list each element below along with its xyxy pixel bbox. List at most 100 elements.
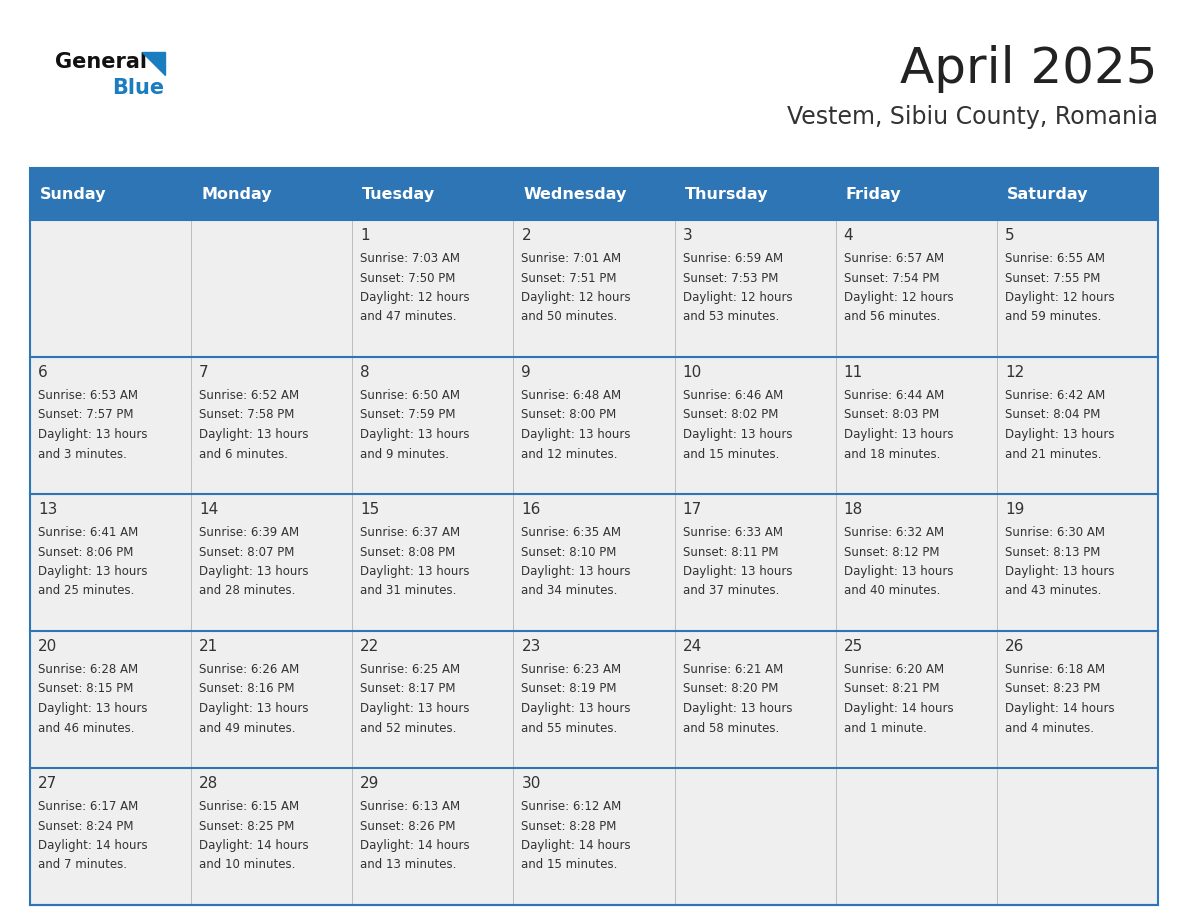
Text: 11: 11 [843,365,862,380]
Text: Sunset: 7:57 PM: Sunset: 7:57 PM [38,409,133,421]
Text: Sunset: 7:59 PM: Sunset: 7:59 PM [360,409,456,421]
Text: Daylight: 13 hours: Daylight: 13 hours [200,565,309,578]
Text: Sunrise: 6:52 AM: Sunrise: 6:52 AM [200,389,299,402]
Text: Daylight: 13 hours: Daylight: 13 hours [360,565,469,578]
Text: Daylight: 14 hours: Daylight: 14 hours [1005,702,1114,715]
Text: Sunrise: 6:55 AM: Sunrise: 6:55 AM [1005,252,1105,265]
Text: Sunset: 8:04 PM: Sunset: 8:04 PM [1005,409,1100,421]
Bar [30,494,1158,631]
Text: Sunset: 8:28 PM: Sunset: 8:28 PM [522,820,617,833]
Text: 9: 9 [522,365,531,380]
Text: and 52 minutes.: and 52 minutes. [360,722,456,734]
Bar [30,168,1158,220]
Text: April 2025: April 2025 [901,45,1158,93]
Text: Sunset: 8:26 PM: Sunset: 8:26 PM [360,820,456,833]
Text: Daylight: 12 hours: Daylight: 12 hours [522,291,631,304]
Text: and 6 minutes.: and 6 minutes. [200,447,289,461]
Text: Daylight: 13 hours: Daylight: 13 hours [522,702,631,715]
Text: Blue: Blue [112,78,164,98]
Text: Daylight: 12 hours: Daylight: 12 hours [683,291,792,304]
Text: Sunset: 7:55 PM: Sunset: 7:55 PM [1005,272,1100,285]
Text: Sunset: 7:53 PM: Sunset: 7:53 PM [683,272,778,285]
Text: Sunrise: 6:32 AM: Sunrise: 6:32 AM [843,526,943,539]
Text: Sunset: 8:21 PM: Sunset: 8:21 PM [843,682,940,696]
Text: and 34 minutes.: and 34 minutes. [522,585,618,598]
Text: 22: 22 [360,639,379,654]
Text: Daylight: 13 hours: Daylight: 13 hours [683,702,792,715]
Text: 8: 8 [360,365,369,380]
Text: Daylight: 12 hours: Daylight: 12 hours [843,291,953,304]
Text: Daylight: 13 hours: Daylight: 13 hours [683,565,792,578]
Text: Sunrise: 6:53 AM: Sunrise: 6:53 AM [38,389,138,402]
Text: and 10 minutes.: and 10 minutes. [200,858,296,871]
Text: Sunrise: 6:13 AM: Sunrise: 6:13 AM [360,800,461,813]
Text: Sunrise: 6:20 AM: Sunrise: 6:20 AM [843,663,943,676]
Text: and 49 minutes.: and 49 minutes. [200,722,296,734]
Text: and 28 minutes.: and 28 minutes. [200,585,296,598]
Text: Sunrise: 6:26 AM: Sunrise: 6:26 AM [200,663,299,676]
Text: and 47 minutes.: and 47 minutes. [360,310,456,323]
Text: Sunrise: 7:01 AM: Sunrise: 7:01 AM [522,252,621,265]
Text: Daylight: 13 hours: Daylight: 13 hours [38,702,147,715]
Text: Daylight: 13 hours: Daylight: 13 hours [38,565,147,578]
Text: 4: 4 [843,228,853,243]
Text: and 1 minute.: and 1 minute. [843,722,927,734]
Text: Daylight: 14 hours: Daylight: 14 hours [38,839,147,852]
Text: Sunset: 8:16 PM: Sunset: 8:16 PM [200,682,295,696]
Text: Sunset: 8:07 PM: Sunset: 8:07 PM [200,545,295,558]
Text: and 37 minutes.: and 37 minutes. [683,585,779,598]
Text: 3: 3 [683,228,693,243]
Text: Sunrise: 6:15 AM: Sunrise: 6:15 AM [200,800,299,813]
Text: Sunset: 8:08 PM: Sunset: 8:08 PM [360,545,455,558]
Text: Sunrise: 6:25 AM: Sunrise: 6:25 AM [360,663,461,676]
Text: Sunset: 8:02 PM: Sunset: 8:02 PM [683,409,778,421]
Text: Sunset: 8:19 PM: Sunset: 8:19 PM [522,682,617,696]
Text: Sunrise: 6:44 AM: Sunrise: 6:44 AM [843,389,944,402]
Text: Sunset: 8:23 PM: Sunset: 8:23 PM [1005,682,1100,696]
Text: 18: 18 [843,502,862,517]
Text: and 15 minutes.: and 15 minutes. [683,447,779,461]
Text: Sunset: 8:25 PM: Sunset: 8:25 PM [200,820,295,833]
Text: Sunrise: 6:46 AM: Sunrise: 6:46 AM [683,389,783,402]
Text: 27: 27 [38,776,57,791]
Text: 26: 26 [1005,639,1024,654]
Text: and 12 minutes.: and 12 minutes. [522,447,618,461]
Text: Sunrise: 6:30 AM: Sunrise: 6:30 AM [1005,526,1105,539]
Text: Sunrise: 6:28 AM: Sunrise: 6:28 AM [38,663,138,676]
Text: Sunset: 8:24 PM: Sunset: 8:24 PM [38,820,133,833]
Text: Monday: Monday [201,186,272,201]
Text: Daylight: 13 hours: Daylight: 13 hours [522,428,631,441]
Text: and 46 minutes.: and 46 minutes. [38,722,134,734]
Bar [30,357,1158,494]
Text: 5: 5 [1005,228,1015,243]
Text: Sunset: 8:17 PM: Sunset: 8:17 PM [360,682,456,696]
Text: Daylight: 14 hours: Daylight: 14 hours [522,839,631,852]
Text: 19: 19 [1005,502,1024,517]
Text: 16: 16 [522,502,541,517]
Text: Sunrise: 6:17 AM: Sunrise: 6:17 AM [38,800,138,813]
Text: 28: 28 [200,776,219,791]
Text: Sunset: 8:00 PM: Sunset: 8:00 PM [522,409,617,421]
Text: Daylight: 13 hours: Daylight: 13 hours [683,428,792,441]
Text: Daylight: 13 hours: Daylight: 13 hours [360,428,469,441]
Text: and 13 minutes.: and 13 minutes. [360,858,456,871]
Text: Sunset: 8:13 PM: Sunset: 8:13 PM [1005,545,1100,558]
Text: and 7 minutes.: and 7 minutes. [38,858,127,871]
Text: 2: 2 [522,228,531,243]
Text: Sunrise: 6:59 AM: Sunrise: 6:59 AM [683,252,783,265]
Text: Daylight: 12 hours: Daylight: 12 hours [1005,291,1114,304]
Text: Sunset: 8:03 PM: Sunset: 8:03 PM [843,409,939,421]
Text: Sunset: 8:11 PM: Sunset: 8:11 PM [683,545,778,558]
Text: Sunrise: 6:37 AM: Sunrise: 6:37 AM [360,526,461,539]
Text: Sunrise: 6:33 AM: Sunrise: 6:33 AM [683,526,783,539]
Text: 12: 12 [1005,365,1024,380]
Text: Friday: Friday [846,186,902,201]
Text: and 15 minutes.: and 15 minutes. [522,858,618,871]
Text: Daylight: 13 hours: Daylight: 13 hours [38,428,147,441]
Text: 6: 6 [38,365,48,380]
Text: Sunset: 8:15 PM: Sunset: 8:15 PM [38,682,133,696]
Text: and 43 minutes.: and 43 minutes. [1005,585,1101,598]
Text: Vestem, Sibiu County, Romania: Vestem, Sibiu County, Romania [786,105,1158,129]
Polygon shape [143,52,165,75]
Text: Sunrise: 6:35 AM: Sunrise: 6:35 AM [522,526,621,539]
